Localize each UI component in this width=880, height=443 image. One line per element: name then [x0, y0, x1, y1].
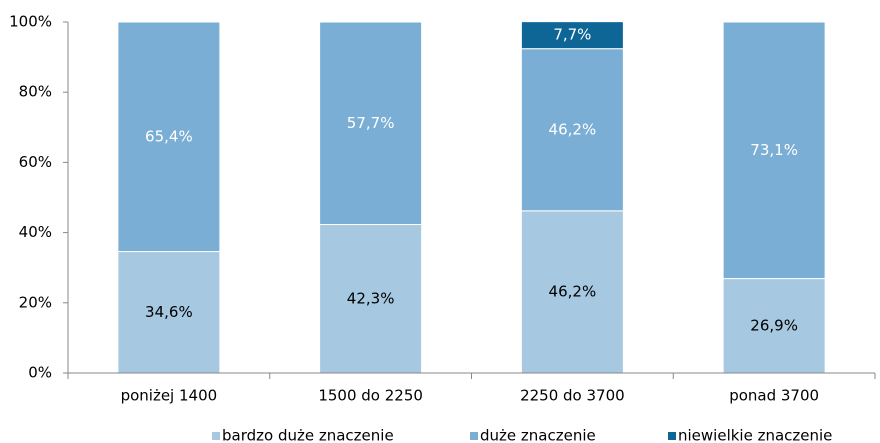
value-label: 26,9% — [750, 316, 798, 334]
value-label: 42,3% — [347, 289, 395, 307]
value-label: 34,6% — [145, 303, 193, 321]
value-label: 46,2% — [549, 282, 597, 300]
value-label: 57,7% — [347, 114, 395, 132]
x-tick-label: 1500 do 2250 — [318, 387, 423, 405]
legend-swatch — [668, 432, 676, 440]
legend-swatch — [212, 432, 220, 440]
bar-segment — [722, 21, 826, 280]
bar-segment — [722, 278, 826, 374]
legend-label: duże znaczenie — [480, 427, 596, 443]
bar-segment — [319, 21, 423, 226]
y-tick-label: 20% — [19, 293, 52, 311]
x-tick-label: 2250 do 3700 — [520, 387, 625, 405]
bar-segment — [319, 224, 423, 374]
value-label: 7,7% — [553, 26, 591, 44]
legend-swatch — [470, 432, 478, 440]
legend-label: bardzo duże znaczenie — [222, 427, 394, 443]
bar-segment — [520, 48, 624, 212]
value-label: 46,2% — [549, 120, 597, 138]
y-tick-label: 0% — [28, 364, 52, 382]
bar-segment — [117, 21, 221, 253]
y-tick-label: 100% — [9, 13, 52, 31]
bar-segment — [520, 210, 624, 374]
x-tick-label: poniżej 1400 — [121, 387, 218, 405]
bar-segment — [520, 21, 624, 50]
value-label: 73,1% — [750, 141, 798, 159]
value-label: 65,4% — [145, 127, 193, 145]
y-tick-label: 60% — [19, 153, 52, 171]
y-tick-label: 40% — [19, 223, 52, 241]
y-tick-label: 80% — [19, 83, 52, 101]
x-tick-label: ponad 3700 — [729, 387, 819, 405]
legend-label: niewielkie znaczenie — [678, 427, 832, 443]
